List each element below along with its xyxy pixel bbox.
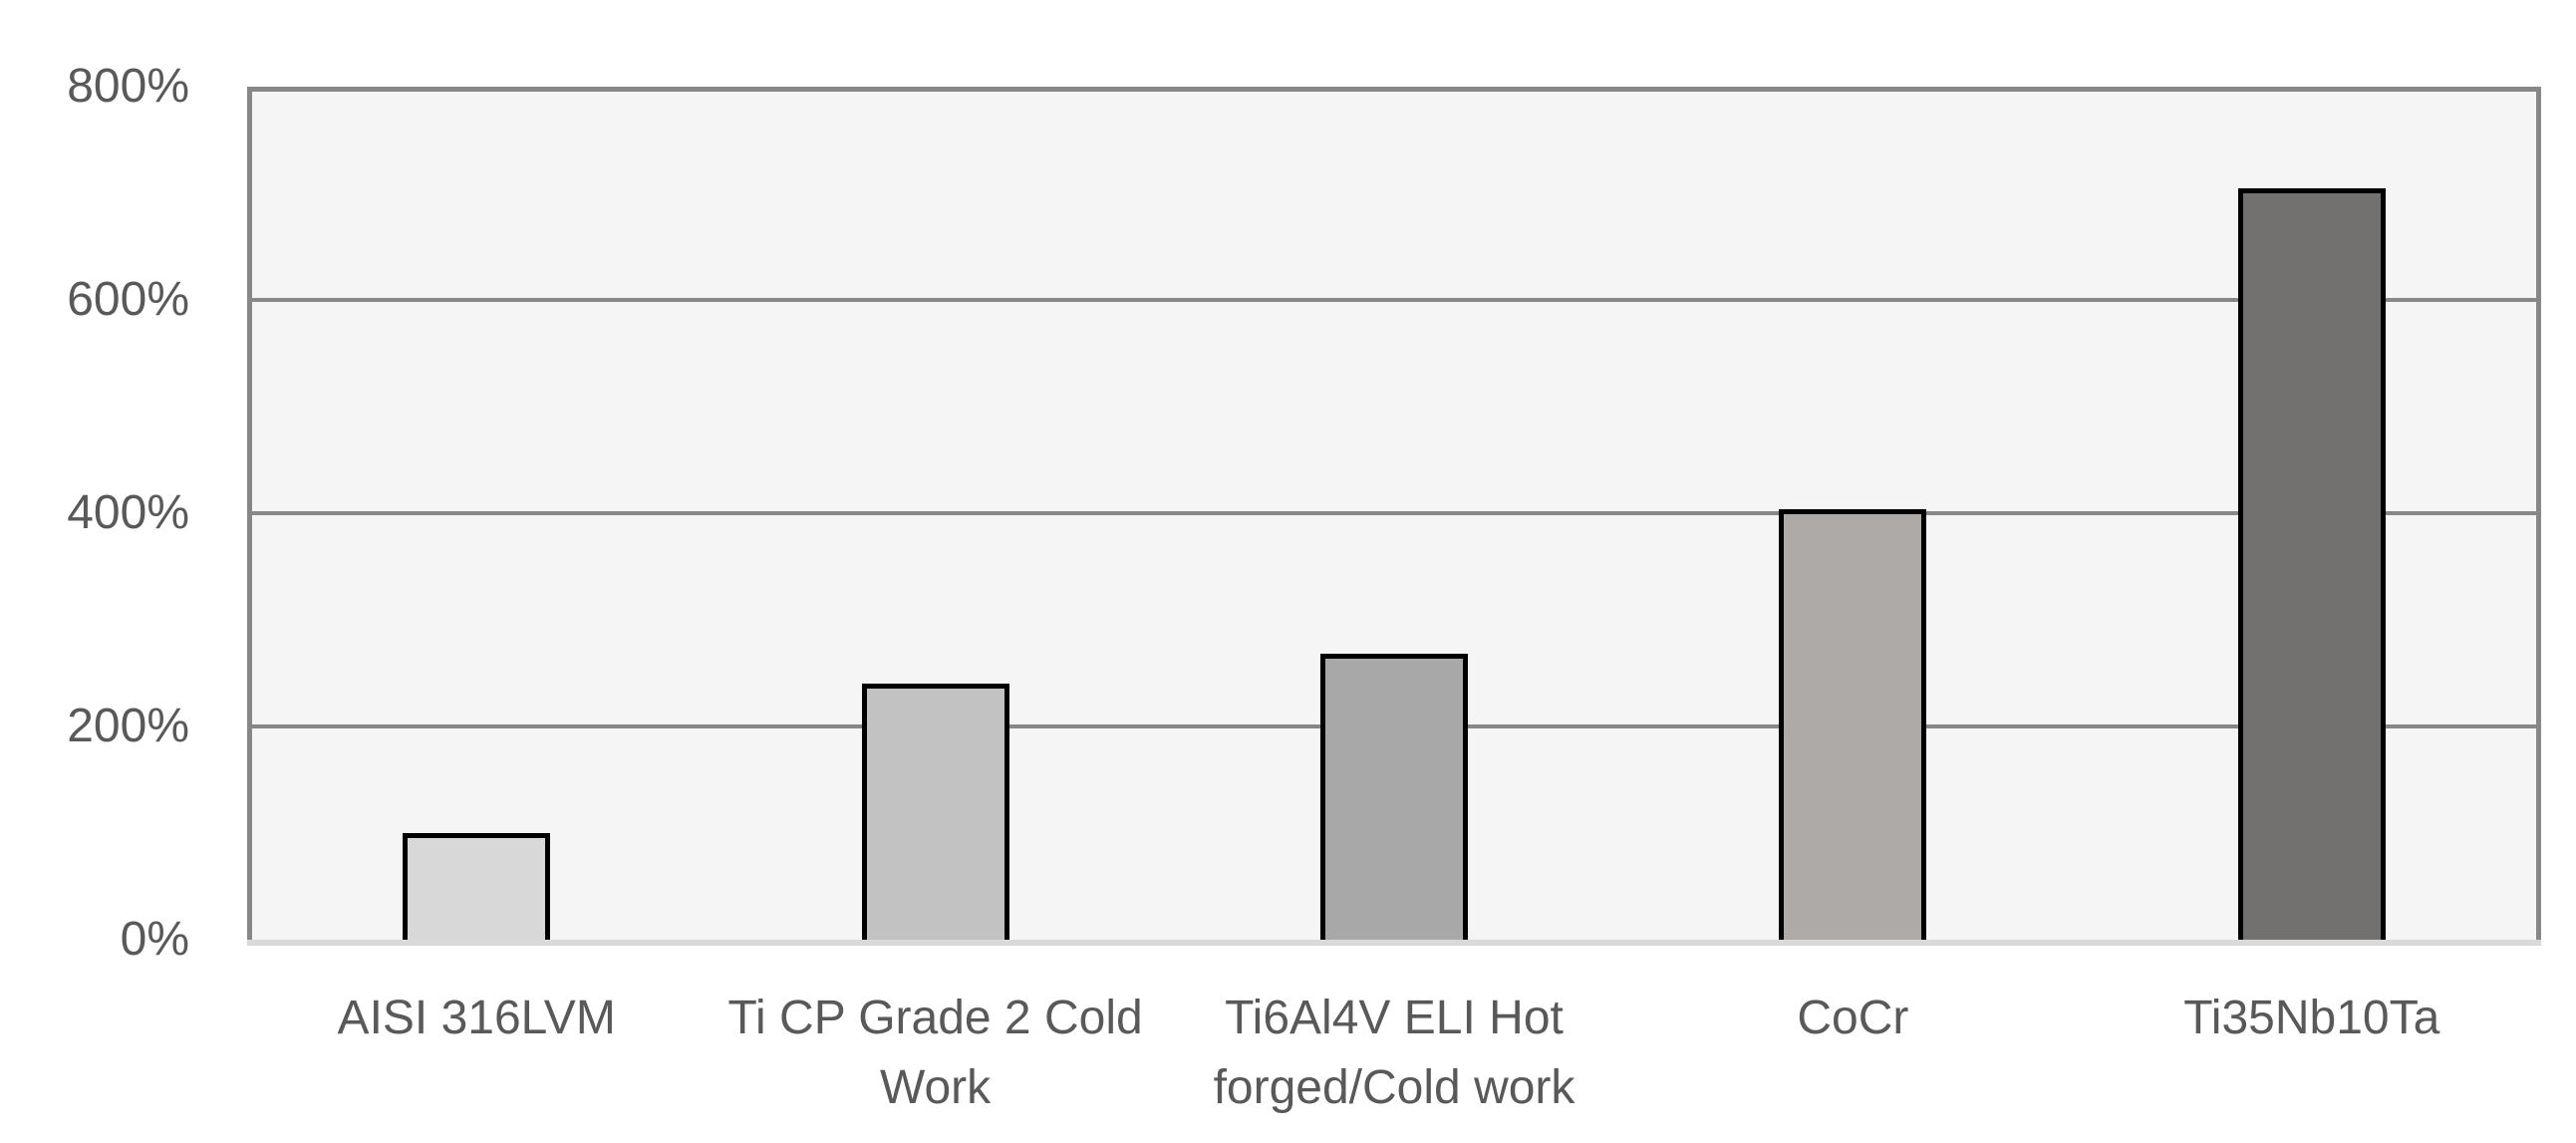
x-tick-label-cocr: CoCr: [1621, 984, 2084, 1053]
axis-top-line: [247, 87, 2541, 92]
x-tick-label-line: Ti35Nb10Ta: [2183, 992, 2440, 1044]
plot-area: [247, 87, 2541, 946]
x-tick-label-line: Ti6Al4V ELI Hot: [1225, 992, 1564, 1044]
y-tick-label-0: 0%: [120, 913, 189, 966]
x-tick-label-aisi-316lvm: AISI 316LVM: [245, 984, 708, 1053]
x-axis-baseline: [247, 940, 2541, 946]
x-tick-label-line: CoCr: [1797, 992, 1909, 1044]
gridline-600: [247, 298, 2541, 302]
y-tick-label-600: 600%: [67, 273, 189, 326]
y-tick-label-200: 200%: [67, 700, 189, 752]
x-tick-label-line: Work: [880, 1061, 992, 1114]
y-tick-label-400: 400%: [67, 486, 189, 539]
y-tick-label-800: 800%: [67, 60, 189, 113]
bar-aisi-316lvm: [403, 833, 551, 940]
bar-cocr: [1779, 508, 1927, 940]
x-tick-label-line: forged/Cold work: [1213, 1061, 1575, 1114]
x-tick-label-line: AISI 316LVM: [337, 992, 616, 1044]
x-tick-label-line: Ti CP Grade 2 Cold: [727, 992, 1143, 1044]
x-tick-label-ti35nb10ta: Ti35Nb10Ta: [2081, 984, 2543, 1053]
bar-ti-cp-grade-2-cold-work: [861, 684, 1009, 940]
x-tick-label-ti6al4v-eli-hot-forged-cold-work: Ti6Al4V ELI Hot forged/Cold work: [1163, 984, 1625, 1123]
x-tick-label-ti-cp-grade-2-cold-work: Ti CP Grade 2 Cold Work: [705, 984, 1167, 1123]
bar-ti6al4v-eli-hot-forged-cold-work: [1320, 654, 1468, 940]
gridline-400: [247, 511, 2541, 515]
bar-ti35nb10ta: [2237, 187, 2386, 940]
